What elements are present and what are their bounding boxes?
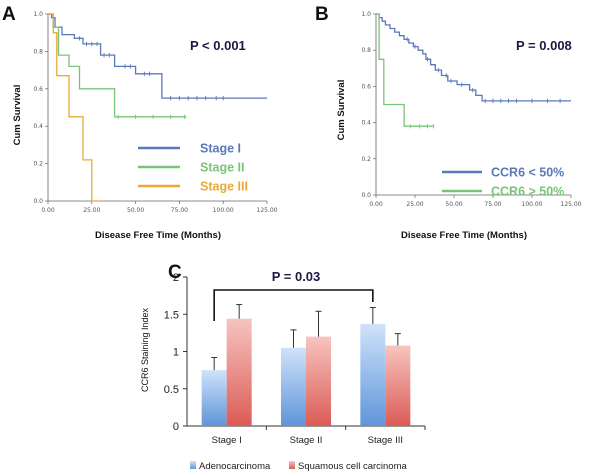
- panel-b-curve-ccr6-50: [376, 13, 434, 127]
- panel-b-x-tick-label: 75.00: [484, 201, 501, 208]
- panel-c-significance-bracket: [213, 289, 374, 321]
- panel-a-y-tick-label: 0.6: [33, 86, 43, 93]
- panel-c-y-tick-label: 0.5: [164, 384, 179, 396]
- panel-c-bar-squamous-cell-carcinoma-stage-i: [226, 318, 252, 426]
- panel-c-category-label-stage-iii: Stage III: [368, 435, 403, 446]
- panel-c-plot-area: 0 0.5 1 1.5 2 Stage I Stage II Stage III: [164, 272, 426, 446]
- panel-c-legend: Adenocarcinoma Squamous cell carcinoma: [190, 461, 407, 472]
- panel-b-y-tick-label: 0.2: [361, 156, 371, 163]
- panel-a-legend: Stage I Stage II Stage III: [138, 142, 248, 194]
- panel-a-y-tick-label: 0.4: [33, 123, 43, 130]
- panel-a-x-tick-label: 0.00: [41, 207, 55, 214]
- panel-c-letter: C: [168, 262, 182, 283]
- panel-b-legend: CCR6 < 50% CCR6 > 50%: [442, 166, 564, 199]
- panel-a-x-tick-label: 100.00: [213, 207, 234, 214]
- panel-a-x-tick-label: 75.00: [171, 207, 188, 214]
- panel-c-bar-adenocarcinoma-stage-i: [201, 370, 227, 426]
- panel-c-y-tick-label: 1.5: [164, 309, 179, 321]
- panel-b-y-tick-label: 0.6: [361, 83, 371, 90]
- panel-c-y-axis-label: CCR6 Staining Index: [140, 307, 150, 392]
- panel-a: A 0.0 0.2 0.4 0.6 0.8 1.0 0.00 25.00 50.00 75.00 1…: [2, 4, 278, 241]
- panel-a-x-tick-label: 125.00: [257, 207, 278, 214]
- panel-c: C 0 0.5 1 1.5 2 Stage I Stage II Stage III P = …: [140, 262, 426, 472]
- panel-b-y-tick-label: 0.0: [361, 192, 371, 199]
- panel-a-plot-area: 0.0 0.2 0.4 0.6 0.8 1.0 0.00 25.00 50.00 75.00 100…: [33, 11, 277, 214]
- panel-b-x-axis-label: Disease Free Time (Months): [401, 230, 527, 241]
- panel-a-legend-label-stage-iii: Stage III: [200, 180, 248, 194]
- panel-a-y-tick-label: 1.0: [33, 11, 43, 18]
- panel-c-y-tick-label: 2: [173, 272, 179, 284]
- panel-a-y-axis-label: Cum Survival: [12, 85, 23, 146]
- panel-c-category-label-stage-i: Stage I: [212, 435, 242, 446]
- panel-b-curve-ccr6-50: [376, 13, 571, 102]
- panel-b-x-tick-label: 125.00: [561, 201, 582, 208]
- panel-b-plot-area: 0.0 0.2 0.4 0.6 0.8 1.0 0.00 25.00 50.00 75.00 100…: [361, 11, 581, 208]
- panel-c-y-tick-label: 0: [173, 421, 179, 433]
- panel-b-letter: B: [315, 4, 329, 25]
- panel-c-p-value: P = 0.03: [272, 269, 321, 284]
- panel-c-legend-label-adenocarcinoma: Adenocarcinoma: [199, 461, 271, 472]
- panel-c-bar-adenocarcinoma-stage-ii: [281, 347, 306, 426]
- panel-c-bar-adenocarcinoma-stage-iii: [360, 323, 386, 426]
- panel-a-y-tick-label: 0.8: [33, 48, 43, 55]
- panel-a-y-tick-label: 0.0: [33, 198, 43, 205]
- panel-a-y-tick-label: 0.2: [33, 161, 43, 168]
- panel-a-p-value: P < 0.001: [190, 38, 246, 53]
- panel-c-category-label-stage-ii: Stage II: [290, 435, 323, 446]
- panel-c-legend-swatch-adenocarcinoma: [190, 461, 196, 469]
- panel-c-y-tick-label: 1: [173, 347, 179, 359]
- panel-a-legend-label-stage-ii: Stage II: [200, 161, 244, 175]
- panel-b-p-value: P = 0.008: [516, 38, 572, 53]
- panel-a-legend-label-stage-i: Stage I: [200, 142, 241, 156]
- panel-a-curve-stage-iii: [48, 13, 101, 202]
- panel-a-x-tick-label: 50.00: [127, 207, 144, 214]
- panel-c-legend-swatch-squamous-cell-carcinoma: [289, 461, 295, 469]
- panel-a-letter: A: [2, 4, 16, 25]
- panel-b-y-tick-label: 1.0: [361, 11, 371, 18]
- panel-a-curve-stage-i: [48, 13, 267, 99]
- panel-b-x-tick-label: 50.00: [445, 201, 462, 208]
- panel-b-x-tick-label: 0.00: [369, 201, 383, 208]
- panel-c-legend-label-squamous-cell-carcinoma: Squamous cell carcinoma: [298, 461, 407, 472]
- panel-b-y-tick-label: 0.4: [361, 120, 371, 127]
- panel-c-bar-squamous-cell-carcinoma-stage-ii: [306, 336, 331, 426]
- panel-b-y-axis-label: Cum Survival: [336, 80, 347, 141]
- panel-b-legend-label-ccr6-50: CCR6 > 50%: [491, 185, 564, 199]
- panel-a-x-tick-label: 25.00: [83, 207, 100, 214]
- panel-b-y-tick-label: 0.8: [361, 47, 371, 54]
- panel-c-bar-squamous-cell-carcinoma-stage-iii: [385, 345, 411, 426]
- panel-b-x-tick-label: 25.00: [406, 201, 423, 208]
- panel-b: B 0.0 0.2 0.4 0.6 0.8 1.0 0.00 25.00 50.00 75.00 1…: [315, 4, 582, 241]
- panel-b-x-tick-label: 100.00: [522, 201, 543, 208]
- panel-a-x-axis-label: Disease Free Time (Months): [95, 230, 221, 241]
- panel-b-legend-label-ccr6-50: CCR6 < 50%: [491, 166, 564, 180]
